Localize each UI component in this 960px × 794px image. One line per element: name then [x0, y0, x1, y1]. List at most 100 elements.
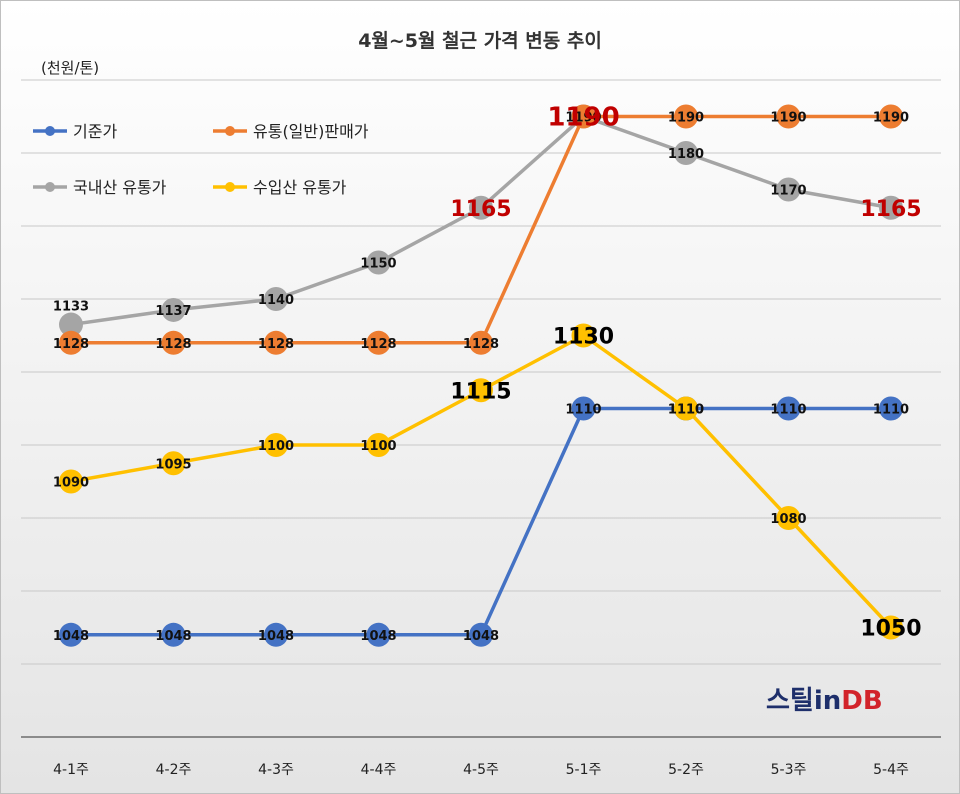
data-label: 1048 [258, 629, 294, 644]
legend-item: 기준가 [33, 122, 117, 141]
data-point [674, 396, 698, 421]
data-label: 1110 [873, 403, 909, 418]
data-labels: 1048 1048 1048 1048 1048 1110 1110 1110 1110 1128… [53, 103, 922, 644]
logo-text-part1: 스틸in [766, 686, 841, 716]
data-point [776, 506, 801, 530]
data-point [161, 330, 186, 355]
data-label: 1048 [463, 629, 499, 644]
series-markers [59, 104, 903, 647]
brand-logo: 스틸inDB [766, 686, 883, 716]
legend-swatch-marker [45, 126, 55, 136]
data-label: 1180 [668, 147, 704, 162]
data-label: 1090 [53, 476, 89, 491]
data-label: 1095 [155, 457, 191, 472]
data-label: 1190 [547, 103, 619, 133]
data-label: 1130 [553, 325, 614, 350]
data-point [879, 396, 903, 421]
x-tick-label: 5-1주 [566, 762, 602, 778]
legend-swatch-marker [225, 126, 235, 136]
data-point [264, 287, 288, 311]
x-tick-label: 4-4주 [361, 762, 397, 778]
data-label: 1128 [53, 337, 89, 352]
legend-item: 수입산 유통가 [213, 178, 347, 197]
data-point [59, 469, 83, 494]
data-point [161, 622, 186, 647]
data-point [879, 615, 903, 640]
data-label: 1110 [565, 403, 601, 418]
data-label: 1165 [860, 197, 921, 222]
series-line [71, 406, 891, 637]
data-point [571, 396, 596, 421]
data-point [674, 104, 698, 129]
x-tick-label: 5-3주 [771, 762, 807, 778]
data-label: 1128 [463, 337, 499, 352]
data-label: 1128 [155, 337, 191, 352]
x-axis-ticks: 4-1주 4-2주 4-3주 4-4주 4-5주 5-1주 5-2주 5-3주 5-4주 [53, 762, 909, 778]
data-label: 1140 [258, 293, 294, 308]
data-point [879, 195, 903, 220]
data-label: 1115 [450, 379, 511, 404]
data-point [59, 622, 83, 647]
data-label: 1190 [873, 111, 909, 126]
data-label: 1048 [360, 629, 396, 644]
data-point [571, 323, 596, 348]
data-label: 1048 [155, 629, 191, 644]
data-label: 1110 [770, 403, 806, 418]
legend-label: 국내산 유통가 [73, 178, 167, 197]
data-point [264, 330, 288, 355]
data-point [469, 330, 493, 355]
data-label: 1100 [258, 439, 294, 454]
data-point [469, 378, 493, 403]
data-point [366, 433, 391, 457]
data-label: 1137 [155, 304, 191, 319]
data-label: 1190 [565, 111, 601, 126]
data-label: 1110 [668, 403, 704, 418]
data-label: 1190 [770, 111, 806, 126]
x-tick-label: 5-2주 [668, 762, 704, 778]
legend-label: 기준가 [73, 122, 117, 141]
data-point [59, 330, 83, 355]
data-label: 1170 [770, 184, 806, 199]
data-point [776, 104, 801, 129]
y-axis-unit: (천원/톤) [41, 59, 99, 77]
data-label: 1048 [53, 629, 89, 644]
data-point [161, 297, 186, 322]
data-point [469, 195, 493, 220]
data-label: 1110 [668, 403, 704, 418]
data-point [264, 433, 288, 457]
data-label: 1080 [770, 512, 806, 527]
data-label: 1165 [450, 197, 511, 222]
x-tick-label: 5-4주 [873, 762, 909, 778]
data-point [776, 177, 801, 202]
legend-item: 유통(일반)판매가 [213, 122, 369, 141]
chart-title: 4월~5월 철근 가격 변동 추이 [358, 30, 602, 52]
data-label: 1100 [360, 439, 396, 454]
data-point [366, 622, 391, 647]
data-point [264, 622, 288, 647]
data-point [776, 396, 801, 421]
data-point [161, 451, 186, 476]
data-label: 1190 [668, 111, 704, 126]
data-point [879, 104, 903, 129]
legend-label: 수입산 유통가 [253, 178, 347, 197]
data-point [469, 622, 493, 647]
legend-label: 유통(일반)판매가 [253, 122, 369, 141]
data-point [571, 104, 596, 129]
data-label: 1133 [53, 300, 89, 315]
legend-swatch-marker [45, 182, 55, 192]
data-label: 1128 [258, 337, 294, 352]
data-point [366, 250, 391, 275]
x-tick-label: 4-2주 [156, 762, 192, 778]
svg-text:스틸inDB: 스틸inDB [766, 686, 883, 716]
series-lines [70, 114, 893, 637]
data-point [674, 141, 698, 165]
data-label: 1128 [360, 337, 396, 352]
data-point [59, 312, 83, 337]
data-label: 1050 [860, 617, 921, 642]
legend-swatch-marker [225, 182, 235, 192]
legend-item: 국내산 유통가 [33, 178, 167, 197]
data-label: 1150 [360, 257, 396, 272]
